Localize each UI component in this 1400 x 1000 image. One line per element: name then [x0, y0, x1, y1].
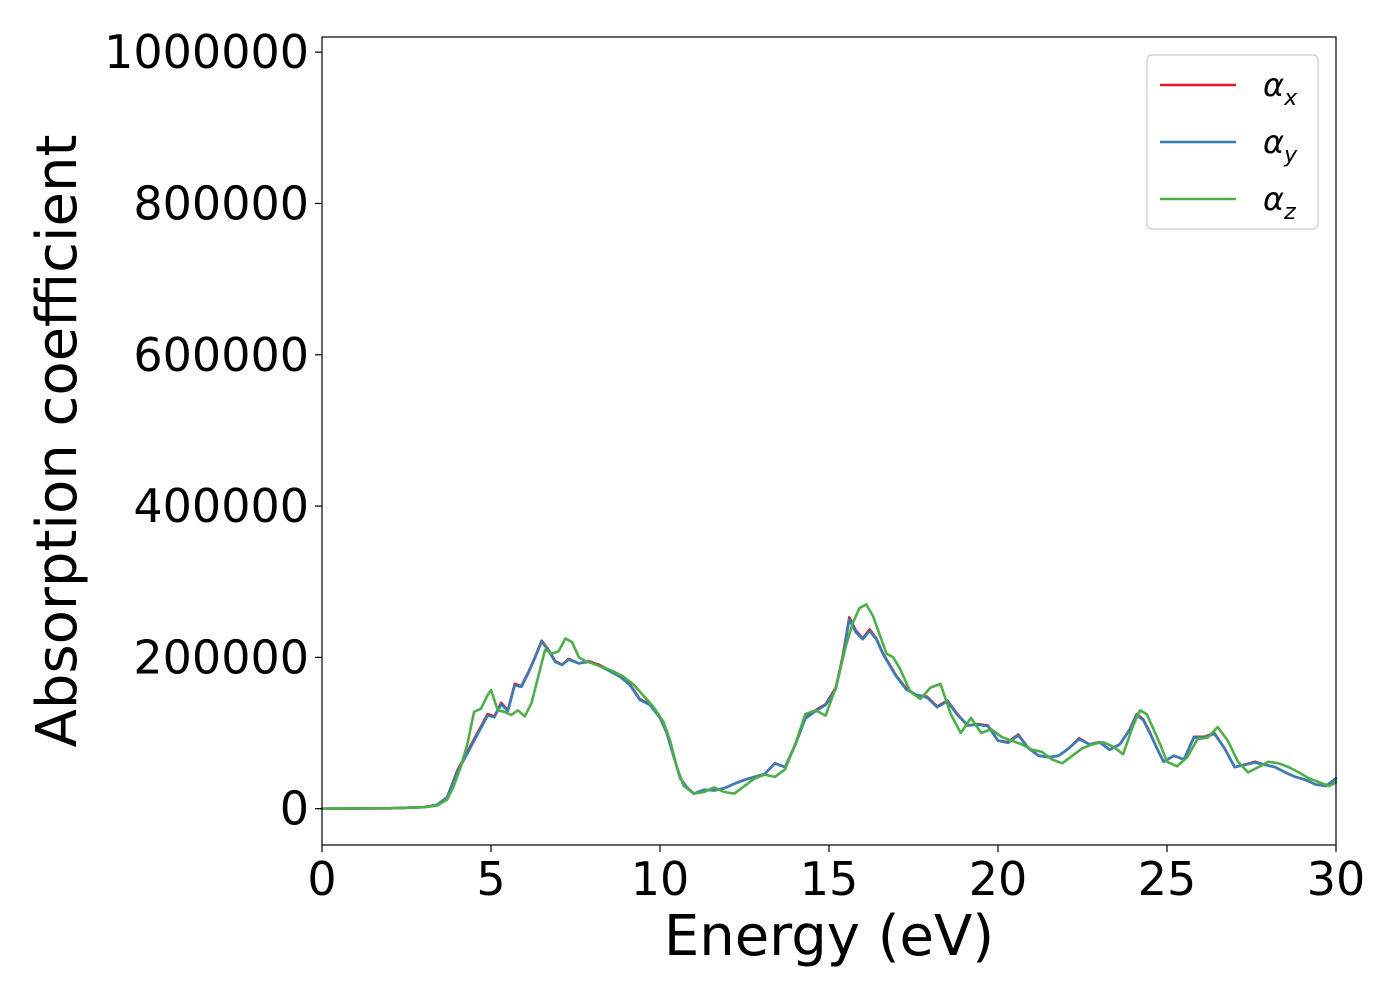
y-tick-label: 600000 [133, 328, 309, 382]
x-tick-label: 10 [631, 852, 690, 906]
x-axis-ticks: 0 5 10 15 20 25 30 [307, 845, 1365, 906]
y-tick-label: 400000 [133, 479, 309, 533]
x-tick-label: 5 [476, 852, 505, 906]
x-axis-title: Energy (eV) [664, 904, 994, 969]
x-tick-label: 25 [1138, 852, 1197, 906]
x-tick-label: 20 [969, 852, 1028, 906]
y-tick-label: 800000 [133, 176, 309, 230]
legend-label-alpha-y: αy [1263, 123, 1298, 168]
y-tick-label: 1000000 [104, 25, 309, 79]
series-line-alpha-z [320, 603, 1338, 810]
x-tick-label: 30 [1307, 852, 1366, 906]
legend-label-alpha-x: αx [1263, 66, 1298, 111]
y-tick-label: 0 [280, 782, 309, 836]
y-axis-title: Absorption coefficient [25, 135, 90, 748]
legend: αx αy αz [1146, 54, 1319, 230]
x-tick-label: 0 [307, 852, 336, 906]
y-axis-ticks: 0 200000 400000 600000 800000 1000000 [104, 25, 322, 836]
legend-label-alpha-z: αz [1263, 180, 1296, 225]
y-tick-label: 200000 [133, 630, 309, 684]
series-layer [320, 603, 1338, 810]
x-tick-label: 15 [800, 852, 859, 906]
